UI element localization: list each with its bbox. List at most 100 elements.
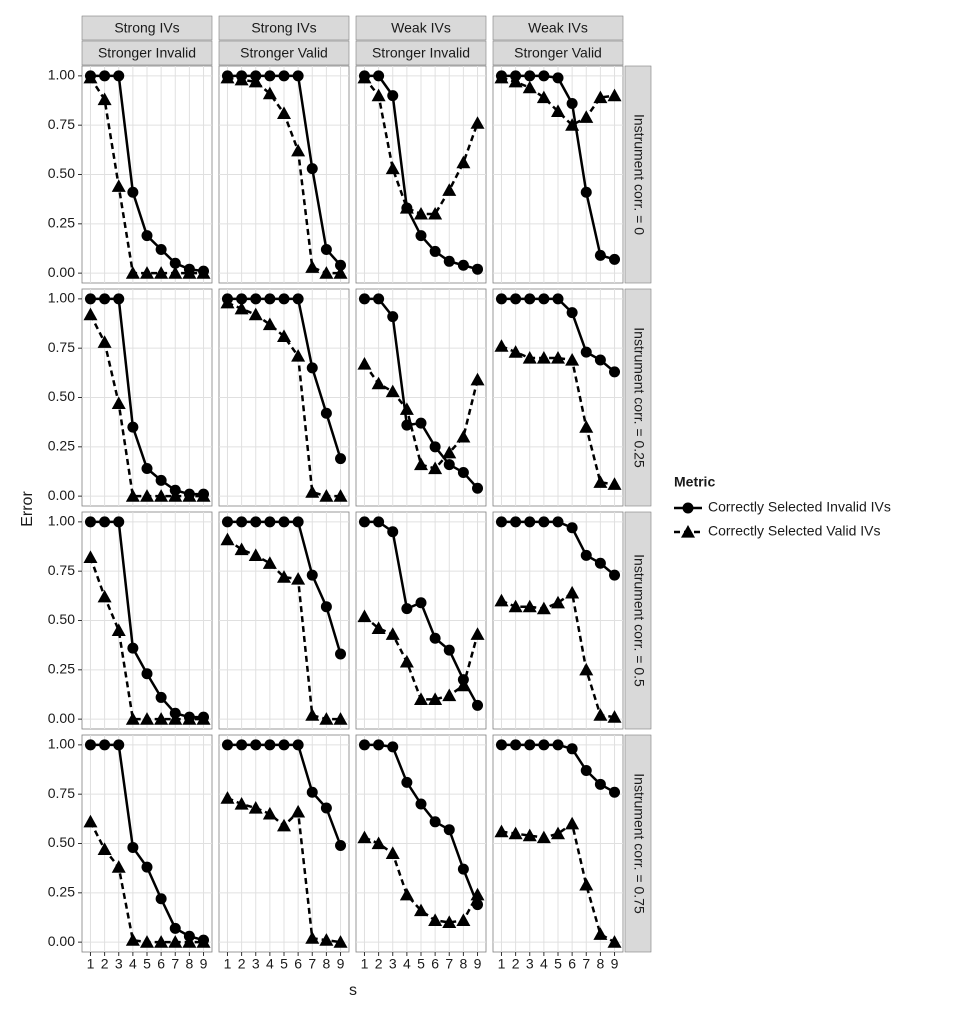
point — [305, 931, 320, 944]
x-axis-title: s — [349, 982, 357, 999]
point — [594, 557, 606, 569]
point — [111, 623, 126, 636]
point — [320, 407, 332, 419]
x-tick-label: 5 — [143, 956, 151, 972]
point — [371, 88, 386, 102]
point — [127, 186, 139, 198]
point — [494, 70, 509, 84]
point — [580, 186, 592, 198]
point — [220, 295, 235, 309]
point — [292, 293, 304, 305]
point — [234, 797, 249, 810]
point — [154, 266, 169, 279]
point — [538, 739, 550, 751]
x-tick-label: 5 — [417, 956, 425, 972]
line — [500, 590, 615, 719]
point — [141, 463, 153, 475]
point — [155, 243, 167, 255]
point — [429, 441, 441, 453]
point — [414, 903, 428, 917]
x-tick-label: 3 — [526, 956, 534, 972]
point — [291, 804, 306, 818]
y-tick-label: 0.25 — [48, 438, 75, 454]
point — [83, 550, 98, 563]
legend-marker — [682, 502, 694, 514]
x-tick-label: 2 — [512, 956, 520, 972]
point — [566, 522, 578, 534]
point — [552, 516, 564, 528]
x-tick-label: 7 — [308, 956, 316, 972]
point — [414, 692, 428, 706]
point — [415, 597, 427, 609]
point — [84, 739, 96, 751]
point — [443, 459, 455, 471]
point — [264, 739, 276, 751]
y-tick-label: 0.50 — [48, 834, 75, 850]
point — [221, 516, 233, 528]
point — [472, 482, 484, 494]
point — [385, 161, 400, 175]
point — [140, 712, 154, 725]
x-tick-label: 4 — [266, 956, 274, 972]
point — [429, 816, 441, 828]
point — [113, 739, 125, 751]
point — [580, 765, 592, 777]
x-tick-label: 9 — [611, 956, 619, 972]
point — [292, 739, 304, 751]
strip-label: Stronger Invalid — [98, 45, 196, 61]
point — [333, 489, 348, 502]
point — [551, 826, 565, 840]
point — [292, 70, 304, 82]
point — [319, 933, 334, 946]
point — [277, 818, 291, 832]
x-tick-label: 7 — [445, 956, 453, 972]
y-tick-label: 0.75 — [48, 116, 75, 132]
point — [357, 830, 372, 844]
point — [182, 489, 197, 502]
point — [607, 477, 622, 490]
line — [501, 821, 616, 944]
point — [333, 712, 348, 725]
strip-label: Instrument corr. = 0.5 — [631, 554, 647, 687]
point — [97, 589, 112, 603]
point — [508, 74, 523, 88]
strip-label: Strong IVs — [114, 20, 179, 36]
point — [399, 201, 414, 214]
point — [508, 599, 523, 613]
x-tick-label: 9 — [474, 956, 482, 972]
point — [522, 80, 537, 94]
strip — [492, 15, 624, 41]
point — [234, 542, 249, 556]
strip-label: Stronger Valid — [514, 45, 602, 61]
x-tick-label: 7 — [582, 956, 590, 972]
point — [182, 935, 197, 948]
point — [111, 179, 126, 192]
point — [593, 927, 608, 940]
point — [538, 70, 550, 82]
point — [579, 877, 594, 891]
strip-label: Weak IVs — [391, 20, 451, 36]
x-tick-label: 4 — [540, 956, 548, 972]
point — [97, 92, 112, 106]
point — [333, 935, 348, 948]
x-tick-label: 3 — [389, 956, 397, 972]
point — [385, 627, 400, 640]
strip — [81, 40, 213, 66]
point — [335, 259, 347, 271]
point — [99, 293, 111, 305]
point — [111, 860, 126, 873]
point — [113, 293, 125, 305]
point — [83, 307, 98, 321]
point — [140, 489, 154, 502]
point — [524, 516, 536, 528]
point — [552, 293, 564, 305]
point — [236, 293, 248, 305]
point — [320, 802, 332, 814]
x-tick-label: 9 — [200, 956, 208, 972]
point — [111, 396, 126, 410]
point — [536, 90, 551, 104]
point — [262, 86, 277, 100]
legend-marker — [681, 525, 695, 538]
strip — [624, 288, 652, 507]
point — [99, 739, 111, 751]
